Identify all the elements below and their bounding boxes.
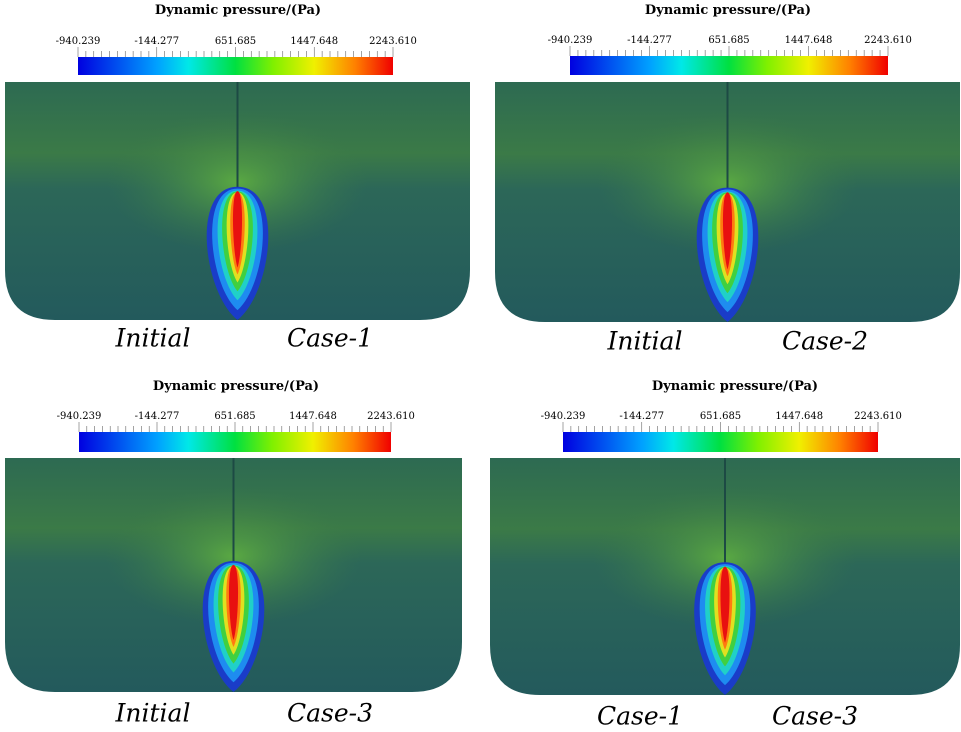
figure: Dynamic pressure/(Pa) -940.239 -144.277 651…	[0, 0, 961, 732]
colorbar-tick-label: -144.277	[619, 411, 664, 422]
colorbar	[563, 432, 878, 452]
colorbar-title: Dynamic pressure/(Pa)	[645, 3, 811, 18]
colorbar-tick-label: 651.685	[215, 36, 256, 47]
colorbar-tick-label: 651.685	[700, 411, 741, 422]
colorbar-tick-label: -940.239	[57, 411, 102, 422]
colorbar-tick-label: 1447.648	[290, 36, 338, 47]
colorbar-tick-label: -144.277	[134, 36, 179, 47]
left-label: Case-1	[597, 702, 683, 731]
panel: Dynamic pressure/(Pa) -940.239 -144.277 651…	[490, 379, 960, 731]
colorbar-tick-label: 1447.648	[289, 411, 337, 422]
colorbar-title: Dynamic pressure/(Pa)	[153, 379, 319, 394]
colorbar-tick-label: 2243.610	[369, 36, 417, 47]
colorbar-tick-label: 1447.648	[785, 35, 833, 46]
colorbar	[79, 432, 391, 452]
left-label: Initial	[115, 699, 191, 728]
colorbar-title: Dynamic pressure/(Pa)	[155, 3, 321, 18]
colorbar-tick-label: -940.239	[548, 35, 593, 46]
colorbar	[78, 57, 393, 75]
panel: Dynamic pressure/(Pa) -940.239 -144.277 651…	[495, 3, 960, 356]
right-label: Case-3	[772, 702, 858, 731]
colorbar-tick-label: -144.277	[627, 35, 672, 46]
colorbar-tick-label: 2243.610	[864, 35, 912, 46]
colorbar-tick-label: 2243.610	[854, 411, 902, 422]
panel: Dynamic pressure/(Pa) -940.239 -144.277 651…	[5, 379, 462, 728]
colorbar-tick-label: -940.239	[56, 36, 101, 47]
colorbar-tick-label: 651.685	[214, 411, 255, 422]
colorbar	[570, 56, 888, 75]
colorbar-tick-label: -144.277	[135, 411, 180, 422]
colorbar-tick-label: -940.239	[541, 411, 586, 422]
colorbar-title: Dynamic pressure/(Pa)	[652, 379, 818, 394]
left-label: Initial	[607, 327, 683, 356]
colorbar-tick-label: 2243.610	[367, 411, 415, 422]
panel: Dynamic pressure/(Pa) -940.239 -144.277 651…	[5, 3, 470, 353]
right-label: Case-2	[782, 327, 868, 356]
right-label: Case-3	[287, 699, 373, 728]
left-label: Initial	[115, 324, 191, 353]
colorbar-tick-label: 1447.648	[775, 411, 823, 422]
right-label: Case-1	[287, 324, 373, 353]
colorbar-tick-label: 651.685	[708, 35, 749, 46]
